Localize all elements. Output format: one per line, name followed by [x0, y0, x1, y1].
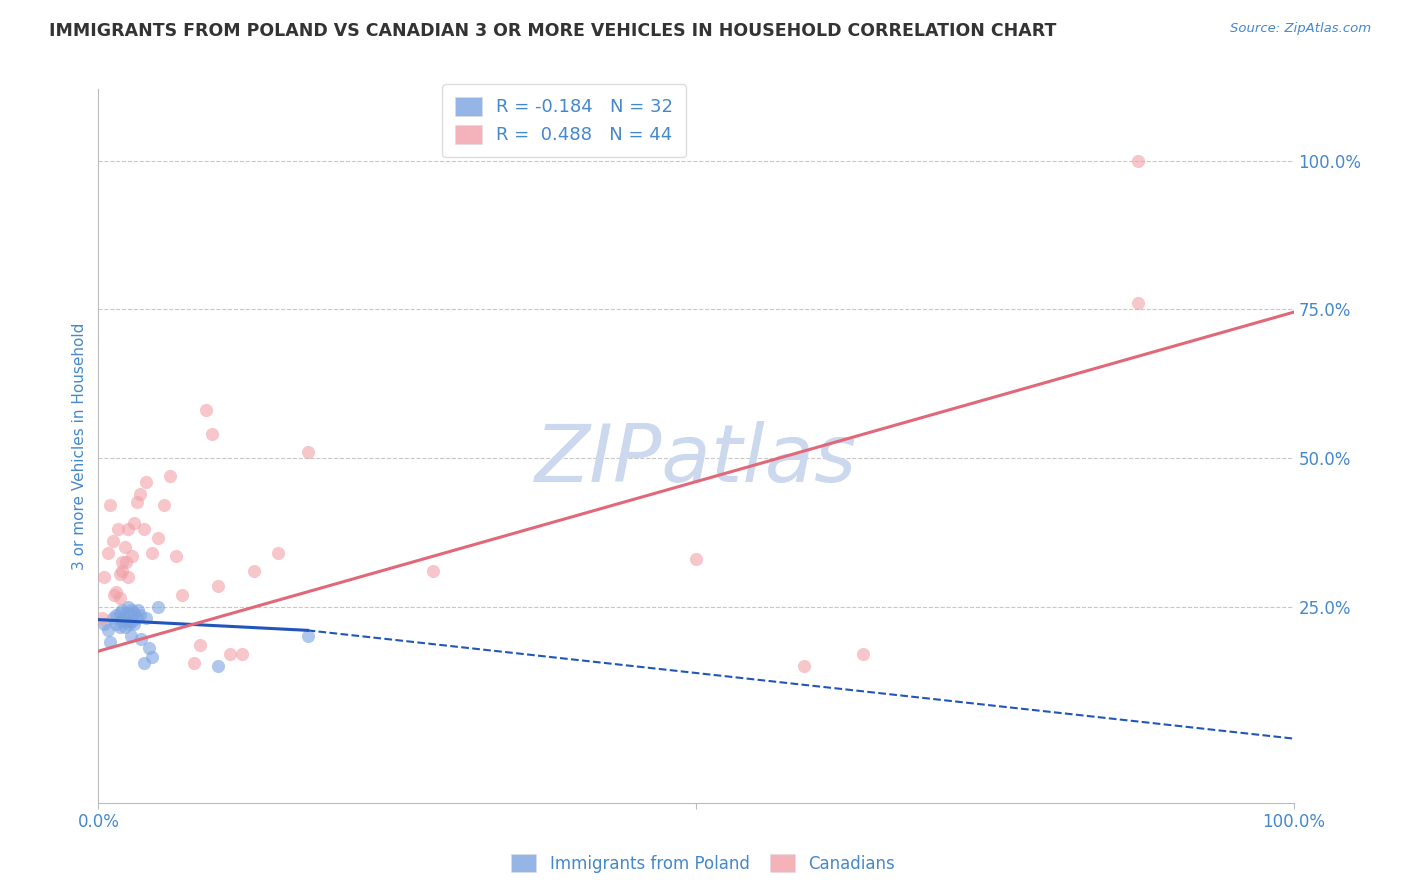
Point: [105, 608, 128, 623]
Point: [120, 629, 142, 643]
Point: [195, 403, 218, 417]
Point: [231, 647, 253, 661]
Point: [118, 617, 141, 632]
Point: [188, 638, 211, 652]
Point: [117, 570, 139, 584]
Point: [148, 531, 170, 545]
Point: [115, 615, 138, 629]
Point: [153, 499, 176, 513]
Point: [103, 588, 125, 602]
Point: [127, 602, 149, 616]
Point: [101, 534, 124, 549]
Point: [117, 599, 139, 614]
Point: [93, 570, 115, 584]
Point: [135, 611, 157, 625]
Point: [141, 546, 163, 560]
Point: [124, 606, 146, 620]
Point: [124, 516, 146, 531]
Point: [108, 620, 131, 634]
Point: [141, 650, 163, 665]
Point: [101, 611, 124, 625]
Y-axis label: 3 or more Vehicles in Household: 3 or more Vehicles in Household: [72, 322, 87, 570]
Point: [148, 599, 170, 614]
Point: [297, 629, 319, 643]
Point: [111, 555, 134, 569]
Point: [105, 617, 128, 632]
Point: [108, 566, 131, 581]
Point: [107, 522, 129, 536]
Point: [129, 608, 152, 623]
Point: [108, 606, 131, 620]
Text: IMMIGRANTS FROM POLAND VS CANADIAN 3 OR MORE VEHICLES IN HOUSEHOLD CORRELATION C: IMMIGRANTS FROM POLAND VS CANADIAN 3 OR …: [49, 22, 1056, 40]
Point: [207, 579, 229, 593]
Point: [108, 591, 131, 605]
Point: [129, 486, 152, 500]
Point: [111, 564, 134, 578]
Point: [852, 647, 875, 661]
Point: [1128, 153, 1150, 168]
Point: [111, 602, 134, 616]
Point: [121, 549, 143, 563]
Point: [172, 588, 194, 602]
Legend: Immigrants from Poland, Canadians: Immigrants from Poland, Canadians: [505, 847, 901, 880]
Point: [93, 617, 115, 632]
Point: [207, 659, 229, 673]
Point: [121, 615, 143, 629]
Text: ZIPatlas: ZIPatlas: [534, 421, 858, 500]
Point: [135, 475, 157, 489]
Point: [124, 617, 146, 632]
Point: [297, 445, 319, 459]
Point: [114, 620, 136, 634]
Point: [422, 564, 444, 578]
Point: [114, 611, 136, 625]
Point: [114, 540, 136, 554]
Point: [121, 602, 143, 616]
Point: [243, 564, 266, 578]
Point: [159, 468, 181, 483]
Point: [685, 552, 707, 566]
Point: [98, 635, 122, 649]
Point: [97, 624, 120, 638]
Point: [267, 546, 290, 560]
Point: [131, 632, 153, 647]
Point: [125, 495, 148, 509]
Point: [105, 584, 128, 599]
Point: [91, 611, 114, 625]
Point: [117, 522, 139, 536]
Point: [111, 615, 134, 629]
Point: [793, 659, 815, 673]
Point: [132, 522, 155, 536]
Point: [132, 656, 155, 670]
Point: [165, 549, 187, 563]
Point: [115, 555, 138, 569]
Point: [219, 647, 242, 661]
Point: [97, 546, 120, 560]
Point: [125, 611, 148, 625]
Point: [183, 656, 205, 670]
Point: [201, 427, 224, 442]
Text: Source: ZipAtlas.com: Source: ZipAtlas.com: [1230, 22, 1371, 36]
Point: [98, 499, 122, 513]
Point: [1128, 296, 1150, 310]
Point: [115, 606, 138, 620]
Point: [138, 641, 160, 656]
Legend: R = -0.184   N = 32, R =  0.488   N = 44: R = -0.184 N = 32, R = 0.488 N = 44: [441, 84, 686, 157]
